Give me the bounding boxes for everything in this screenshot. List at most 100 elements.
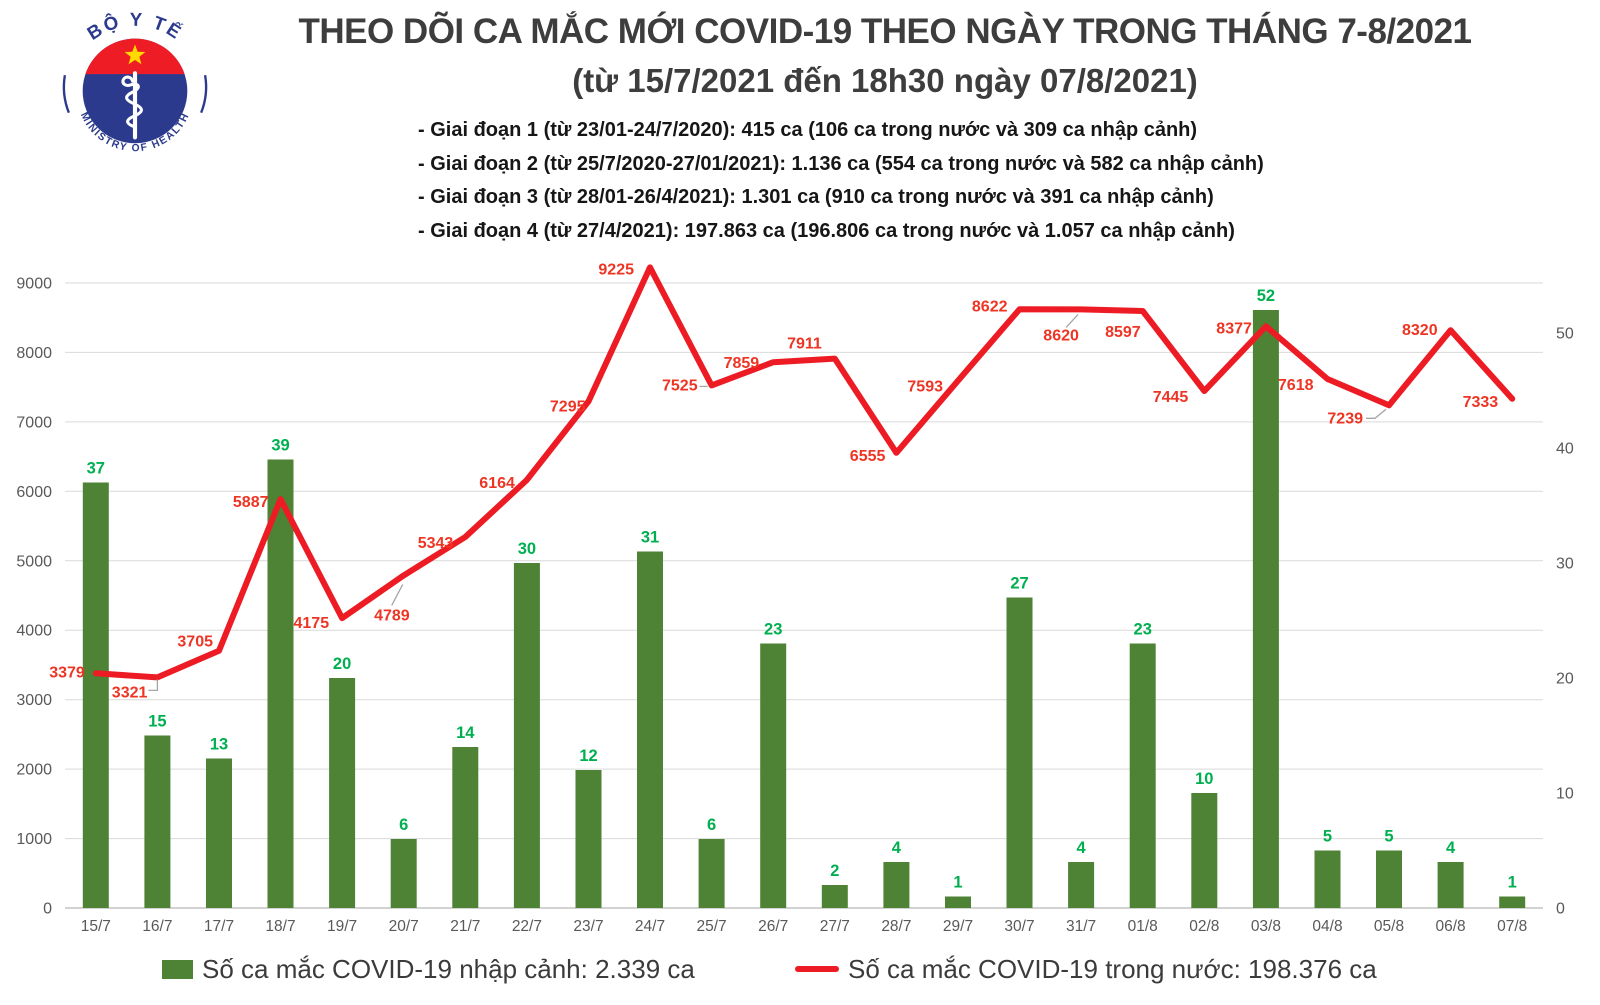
x-axis-date-label: 04/8	[1312, 918, 1342, 935]
imported-bar	[452, 747, 479, 908]
domestic-value-label: 5887	[233, 494, 269, 511]
imported-bar	[1499, 896, 1526, 908]
domestic-value-label: 4789	[374, 607, 410, 624]
imported-bar	[1129, 643, 1156, 908]
x-axis-date-label: 18/7	[265, 918, 295, 935]
x-axis-date-label: 06/8	[1436, 918, 1466, 935]
imported-value-label: 20	[333, 655, 351, 673]
page-title: THEO DÕI CA MẮC MỚI COVID-19 THEO NGÀY T…	[298, 12, 1472, 51]
domestic-value-label: 7593	[907, 379, 943, 396]
imported-value-label: 6	[399, 816, 408, 834]
x-axis-date-label: 16/7	[142, 918, 172, 935]
left-axis-tick-label: 1000	[16, 831, 52, 848]
right-axis-tick-label: 30	[1556, 556, 1574, 573]
x-axis-date-label: 24/7	[635, 918, 665, 935]
legend-domestic-label: Số ca mắc COVID-19 trong nước: 198.376 c…	[848, 953, 1377, 984]
x-axis-date-label: 07/8	[1497, 918, 1527, 935]
x-axis-date-label: 23/7	[573, 918, 603, 935]
x-axis-date-label: 15/7	[81, 918, 111, 935]
domestic-value-label: 3379	[49, 664, 85, 681]
domestic-value-label: 6555	[850, 448, 886, 465]
left-axis-tick-label: 0	[43, 901, 52, 918]
domestic-value-label: 7239	[1327, 410, 1363, 427]
domestic-value-label: 9225	[598, 261, 634, 278]
domestic-value-label: 7295	[550, 398, 586, 415]
domestic-value-label: 7525	[662, 377, 698, 394]
left-axis-tick-label: 5000	[16, 553, 52, 570]
domestic-value-label: 8377	[1216, 320, 1252, 337]
legend-imported-label: Số ca mắc COVID-19 nhập cảnh: 2.339 ca	[202, 953, 695, 984]
chart-left-axis-labels: 0 1000 2000 3000 4000 5000 6000 7000 8000 9000	[16, 276, 52, 918]
domestic-value-label: 5343	[418, 535, 454, 552]
imported-value-label: 23	[764, 621, 782, 639]
imported-value-label: 1	[1508, 874, 1517, 892]
page-subtitle: (từ 15/7/2021 đến 18h30 ngày 07/8/2021)	[572, 62, 1198, 99]
imported-value-label: 23	[1134, 621, 1152, 639]
imported-bar	[390, 839, 417, 908]
phase-4-summary: - Giai đoạn 4 (từ 27/4/2021): 197.863 ca…	[418, 219, 1235, 242]
imported-bar	[1376, 850, 1402, 908]
legend-imported: Số ca mắc COVID-19 nhập cảnh: 2.339 ca	[162, 950, 695, 988]
phase-2-summary: - Giai đoạn 2 (từ 25/7/2020-27/01/2021):…	[418, 152, 1264, 175]
legend-imported-swatch	[162, 959, 193, 979]
chart-x-axis-labels: 15/7 16/7 17/7 18/7 19/7 20/7 21/7 22/7 23/7 24/7…	[81, 918, 1528, 935]
label-leader-line	[1065, 313, 1079, 328]
logo-right-laurel	[200, 74, 208, 114]
logo-snake-icon	[121, 75, 143, 128]
imported-value-label: 6	[707, 816, 716, 834]
imported-value-label: 52	[1257, 287, 1275, 305]
x-axis-date-label: 05/8	[1374, 918, 1404, 935]
imported-bar	[1006, 597, 1033, 908]
right-axis-tick-label: 50	[1556, 326, 1574, 343]
label-leader-line	[148, 679, 159, 692]
imported-value-label: 37	[87, 460, 105, 478]
phase-1-summary: - Giai đoạn 1 (từ 23/01-24/7/2020): 415 …	[418, 119, 1198, 141]
left-axis-tick-label: 7000	[16, 414, 52, 431]
x-axis-date-label: 21/7	[450, 918, 480, 935]
label-leader-lines	[148, 313, 1387, 692]
domestic-value-label: 7333	[1463, 394, 1499, 411]
imported-value-label: 13	[210, 736, 228, 754]
x-axis-date-label: 25/7	[697, 918, 727, 935]
left-axis-tick-label: 6000	[16, 484, 52, 501]
imported-value-label: 4	[892, 839, 902, 857]
domestic-value-label: 6164	[479, 475, 515, 492]
imported-bar	[513, 563, 540, 908]
right-axis-tick-label: 40	[1556, 441, 1574, 458]
imported-value-label: 4	[1077, 839, 1087, 857]
left-axis-tick-label: 3000	[16, 692, 52, 709]
domestic-line-labels: 3379 3321 3705 5887 4175 4789 5343 6164 7295 9225…	[49, 261, 1498, 701]
imported-value-label: 5	[1323, 828, 1332, 846]
imported-value-label: 15	[148, 713, 166, 731]
imported-bar	[945, 896, 971, 908]
imported-value-label: 12	[579, 747, 597, 765]
x-axis-date-label: 28/7	[881, 918, 911, 935]
right-axis-tick-label: 20	[1556, 671, 1574, 688]
x-axis-date-label: 30/7	[1004, 918, 1034, 935]
x-axis-date-label: 29/7	[943, 918, 973, 935]
imported-value-label: 5	[1384, 828, 1393, 846]
imported-bar-labels: 37 15 13 39 20 6 14 30 12 31 6 23 2 4 1 27 4 23 10 52 5 5 4 1	[87, 287, 1517, 892]
imported-value-label: 2	[830, 862, 839, 880]
imported-value-label: 1	[953, 874, 962, 892]
left-axis-tick-label: 2000	[16, 762, 52, 779]
legend-domestic-swatch	[795, 966, 839, 972]
imported-bar	[82, 482, 109, 908]
domestic-value-label: 8620	[1043, 327, 1079, 344]
left-axis-tick-label: 9000	[16, 276, 52, 293]
imported-bar	[206, 758, 232, 908]
imported-bar	[1068, 862, 1095, 908]
label-leader-line	[1366, 408, 1387, 419]
ministry-of-health-logo: BỘ Y TẾ MINISTRY OF HEALTH	[62, 9, 208, 154]
left-axis-tick-label: 4000	[16, 623, 52, 640]
svg-text:BỘ Y TẾ: BỘ Y TẾ	[83, 9, 187, 44]
imported-bar	[698, 839, 725, 908]
x-axis-date-label: 17/7	[204, 918, 234, 935]
imported-bar	[329, 678, 356, 908]
imported-value-label: 39	[271, 437, 289, 455]
imported-bars	[82, 310, 1526, 908]
x-axis-date-label: 31/7	[1066, 918, 1096, 935]
right-axis-tick-label: 10	[1556, 786, 1574, 803]
imported-value-label: 31	[641, 529, 659, 547]
